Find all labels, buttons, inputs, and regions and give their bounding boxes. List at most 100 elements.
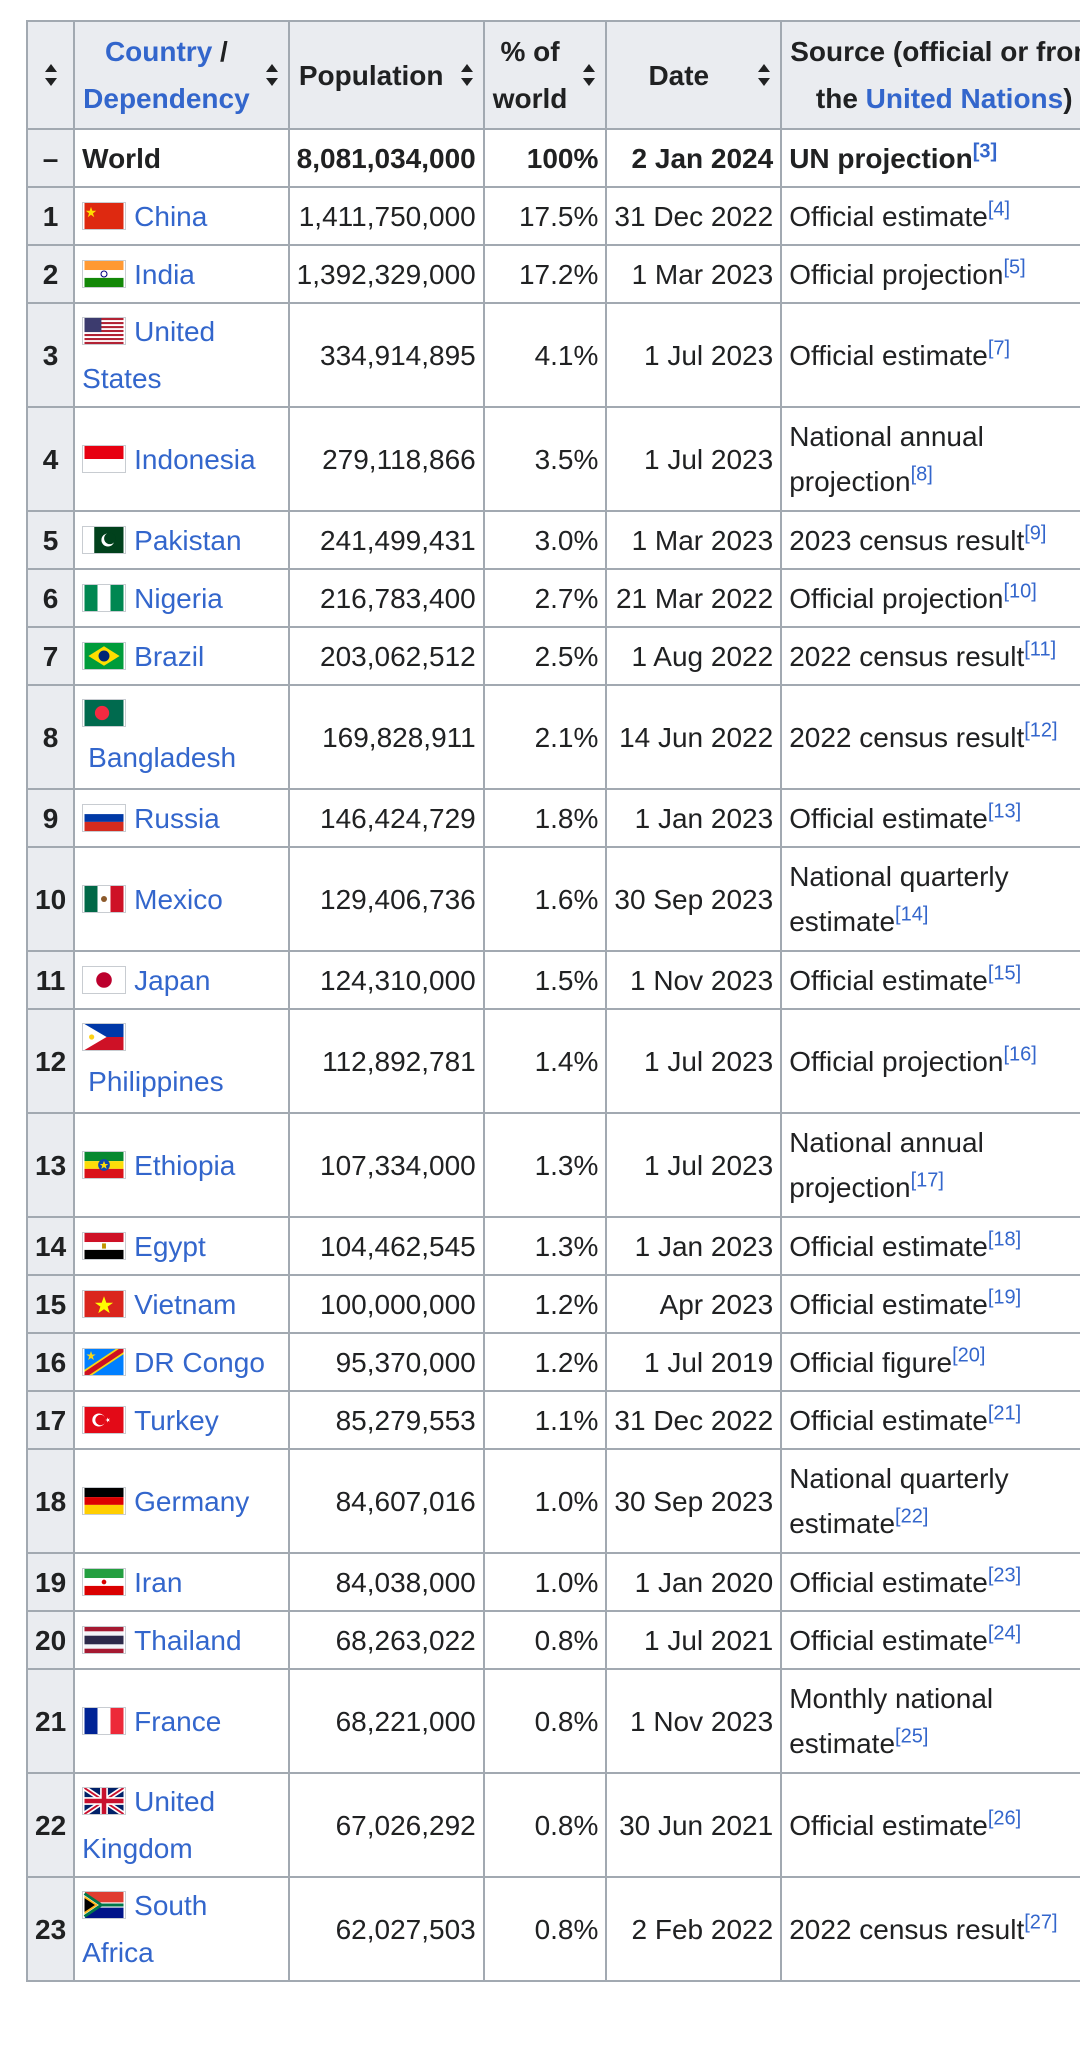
country-link[interactable]: DR Congo (134, 1346, 265, 1378)
pct-header-line2: world (492, 83, 568, 114)
reference-link[interactable]: [14] (895, 903, 929, 926)
pct-cell: 1.1% (482, 1390, 608, 1450)
sort-icon[interactable] (758, 64, 771, 86)
country-link[interactable]: Japan (134, 964, 211, 996)
reference-link[interactable]: [20] (952, 1344, 986, 1367)
rank-cell: 4 (25, 406, 76, 512)
pct-cell: 1.2% (482, 1332, 608, 1392)
reference-link[interactable]: [24] (987, 1622, 1022, 1645)
date-cell: 1 Jul 2023 (605, 1008, 783, 1114)
table-row: 20 Thailand 68,263,022 0.8% 1 Jul 2021 Offici… (25, 1610, 1080, 1670)
table-row: 23 South Africa 62,027,503 0.8% 2 Feb 2022 202… (25, 1876, 1080, 1982)
reference-link[interactable]: [27] (1024, 1911, 1058, 1934)
population-column-header[interactable]: Population (287, 20, 485, 130)
country-link[interactable]: Germany (134, 1485, 250, 1517)
country-link[interactable]: Russia (134, 802, 220, 834)
table-row: 6 Nigeria 216,783,400 2.7% 21 Mar 2022 Offici… (25, 568, 1080, 628)
rank-cell: – (25, 128, 76, 188)
reference-link[interactable]: [12] (1024, 719, 1058, 742)
dependency-header-link[interactable]: Dependency (83, 83, 250, 114)
country-cell: Egypt (73, 1216, 290, 1276)
date-cell: 1 Nov 2023 (605, 1668, 783, 1774)
reference-link[interactable]: [3] (972, 140, 998, 163)
population-table: Country / Dependency Population % of worl… (25, 20, 1080, 1982)
country-link[interactable]: Vietnam (134, 1288, 237, 1320)
reference-link[interactable]: [25] (895, 1725, 929, 1748)
reference-link[interactable]: [8] (910, 463, 933, 486)
population-cell: 68,263,022 (287, 1610, 485, 1670)
country-name-line1: United (134, 1786, 216, 1817)
reference-link[interactable]: [18] (987, 1228, 1022, 1251)
rank-cell: 20 (25, 1610, 76, 1670)
source-text: Official estimate (789, 1230, 988, 1262)
reference-link[interactable]: [7] (987, 337, 1011, 360)
reference-link[interactable]: [19] (987, 1286, 1022, 1309)
source-text-line2: estimate (789, 906, 896, 937)
country-cell: Bangladesh (73, 684, 290, 790)
country-cell: Vietnam (73, 1274, 290, 1334)
date-column-header[interactable]: Date (605, 20, 783, 130)
country-link[interactable]: France (134, 1705, 222, 1737)
rank-cell: 21 (25, 1668, 76, 1774)
reference-link[interactable]: [15] (987, 962, 1022, 985)
country-flag-icon (82, 1022, 127, 1051)
reference-link[interactable]: [9] (1024, 522, 1047, 545)
reference-link[interactable]: [5] (1003, 256, 1026, 279)
united-nations-link[interactable]: United Nations (865, 83, 1064, 114)
reference-link[interactable]: [17] (910, 1169, 944, 1192)
country-link[interactable]: United States (82, 316, 215, 394)
country-link[interactable]: United Kingdom (82, 1786, 215, 1864)
source-cell: UN projection[3] (780, 128, 1080, 188)
reference-link[interactable]: [23] (987, 1564, 1022, 1587)
country-flag-icon (82, 1567, 127, 1596)
country-link[interactable]: China (134, 200, 208, 232)
country-link[interactable]: Bangladesh (88, 741, 237, 773)
country-name-line1: United (134, 316, 216, 347)
country-header-link[interactable]: Country (104, 36, 213, 67)
source-cell: Official estimate[13] (780, 788, 1080, 848)
country-link[interactable]: Indonesia (134, 443, 256, 475)
country-link[interactable]: Brazil (134, 640, 205, 672)
country-link[interactable]: Ethiopia (134, 1149, 236, 1181)
source-cell: 2022 census result[27] (780, 1876, 1080, 1982)
source-cell: Official estimate[26] (780, 1772, 1080, 1878)
table-row: 12 Philippines 112,892,781 1.4% 1 Jul 2023 Of… (25, 1008, 1080, 1114)
reference-link[interactable]: [4] (987, 198, 1011, 221)
reference-link[interactable]: [10] (1003, 580, 1037, 603)
country-link[interactable]: Mexico (134, 883, 223, 915)
country-link[interactable]: Nigeria (134, 582, 223, 614)
table-row: 19 Iran 84,038,000 1.0% 1 Jan 2020 Official e… (25, 1552, 1080, 1612)
country-link[interactable]: India (134, 258, 195, 290)
country-link[interactable]: Egypt (134, 1230, 206, 1262)
pct-column-header[interactable]: % of world (482, 20, 608, 130)
country-link[interactable]: Thailand (134, 1624, 242, 1656)
reference-link[interactable]: [11] (1024, 638, 1057, 661)
country-cell: Indonesia (73, 406, 290, 512)
sort-icon[interactable] (265, 64, 278, 86)
population-cell: 169,828,911 (287, 684, 485, 790)
country-link[interactable]: South Africa (82, 1890, 207, 1968)
country-link[interactable]: Turkey (134, 1404, 219, 1436)
country-link[interactable]: Pakistan (134, 524, 242, 556)
pct-cell: 1.8% (482, 788, 608, 848)
reference-link[interactable]: [16] (1003, 1043, 1037, 1066)
sort-icon[interactable] (460, 64, 473, 86)
reference-link[interactable]: [13] (987, 800, 1022, 823)
country-flag-icon (82, 1347, 127, 1376)
table-row: 10 Mexico 129,406,736 1.6% 30 Sep 2023 Nation… (25, 846, 1080, 952)
reference-link[interactable]: [21] (987, 1402, 1022, 1425)
rank-column-header[interactable] (25, 20, 76, 130)
country-column-header[interactable]: Country / Dependency (73, 20, 290, 130)
country-cell: Thailand (73, 1610, 290, 1670)
table-row: 9 Russia 146,424,729 1.8% 1 Jan 2023 Official… (25, 788, 1080, 848)
sort-icon[interactable] (583, 64, 596, 86)
sort-icon[interactable] (44, 64, 57, 86)
country-link[interactable]: Iran (134, 1566, 183, 1598)
country-link[interactable]: Philippines (88, 1065, 224, 1097)
reference-link[interactable]: [22] (895, 1505, 929, 1528)
reference-link[interactable]: [26] (987, 1807, 1022, 1830)
source-text: Official estimate (789, 1809, 988, 1841)
source-cell: Official estimate[23] (780, 1552, 1080, 1612)
source-cell: National quarterly estimate[14] (780, 846, 1080, 952)
